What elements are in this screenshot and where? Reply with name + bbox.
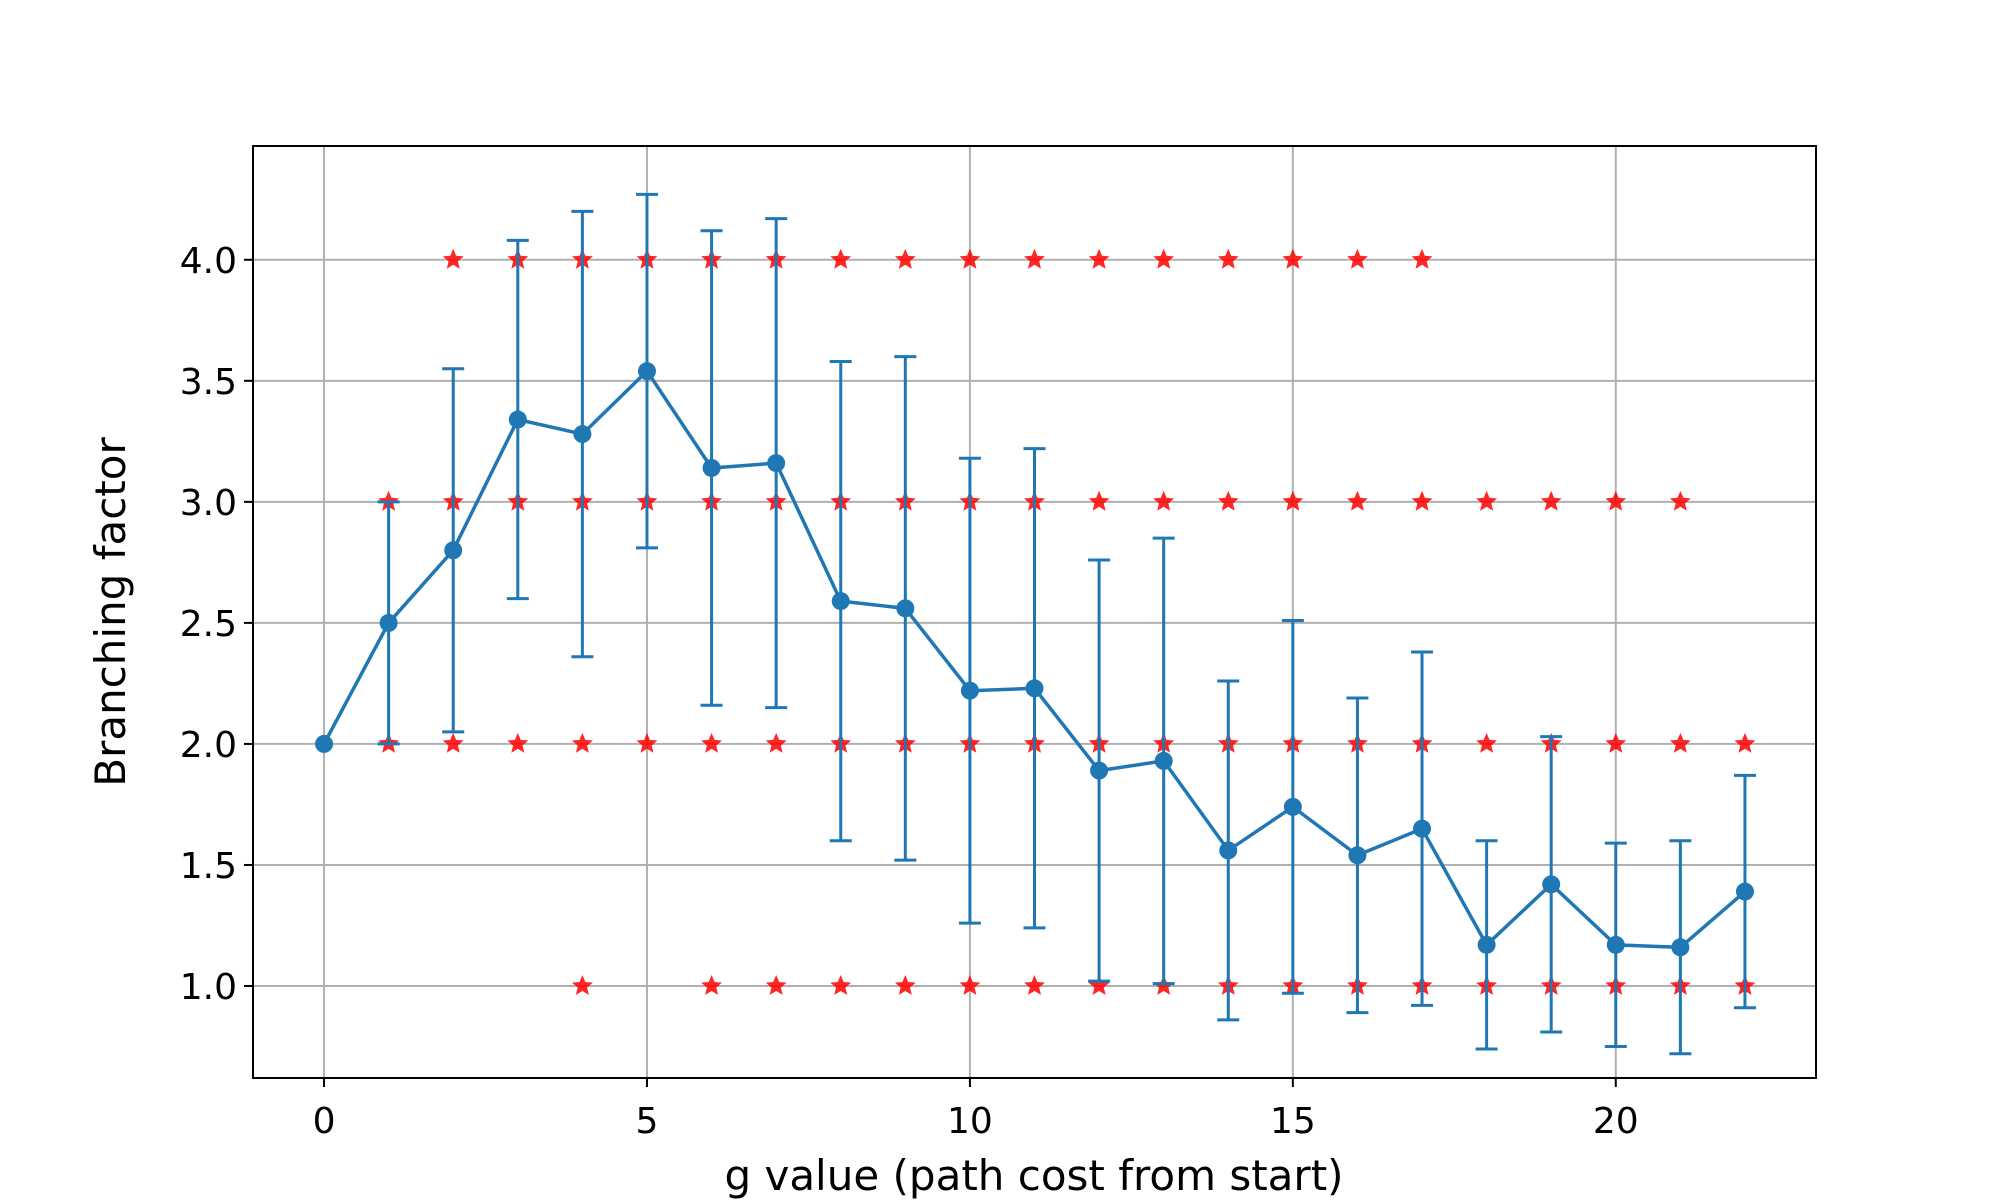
mean-point [1606, 935, 1625, 954]
sample-star [830, 248, 852, 269]
y-tick-label: 4.0 [180, 241, 237, 282]
mean-point [1477, 935, 1496, 954]
mean-point [1671, 938, 1690, 957]
mean-point [379, 613, 398, 632]
x-tick-label: 15 [1270, 1101, 1316, 1142]
sample-star [1734, 732, 1756, 753]
mean-point [508, 410, 527, 429]
sample-star [1217, 248, 1239, 269]
sample-star [571, 732, 593, 753]
sample-star [1024, 975, 1045, 995]
mean-point [1413, 819, 1432, 838]
x-tick-label: 20 [1593, 1101, 1639, 1142]
mean-point [573, 425, 592, 444]
mean-point [444, 541, 463, 560]
mean-point [1025, 679, 1044, 698]
x-tick-label: 10 [947, 1101, 993, 1142]
plot-frame [252, 145, 1817, 1079]
y-tick-label: 1.0 [180, 967, 237, 1008]
x-axis-label: g value (path cost from start) [724, 1151, 1343, 1200]
sample-star [442, 248, 464, 269]
sample-star [1605, 732, 1627, 753]
sample-star [1217, 490, 1239, 511]
sample-star [1088, 975, 1110, 995]
sample-star [1282, 248, 1304, 269]
x-axis-ticks: 0 5 10 15 20 [313, 1078, 1639, 1142]
mean-point [831, 592, 850, 611]
mean-point [315, 734, 334, 753]
sample-star [1153, 490, 1175, 511]
y-tick-label: 3.0 [180, 483, 237, 524]
sample-star [1347, 248, 1368, 269]
y-tick-label: 2.5 [180, 604, 237, 645]
sample-star [701, 732, 722, 753]
mean-point [1542, 875, 1561, 894]
sample-star [1024, 248, 1045, 269]
y-tick-label: 1.5 [180, 846, 237, 887]
sample-star [1669, 490, 1691, 511]
sample-star [830, 975, 852, 995]
sample-star [1476, 490, 1498, 511]
mean-point [767, 454, 786, 473]
x-tick-label: 0 [313, 1101, 336, 1142]
mean-point [637, 362, 656, 381]
sample-star [1153, 248, 1175, 269]
sample-star [1669, 732, 1691, 753]
sample-star [1411, 490, 1433, 511]
sample-star [1347, 490, 1368, 511]
sample-star [1411, 248, 1433, 269]
mean-point [702, 458, 721, 477]
mean-point [1348, 846, 1367, 865]
y-tick-label: 3.5 [180, 362, 237, 403]
mean-point [1090, 761, 1109, 780]
sample-star [1282, 490, 1304, 511]
sample-star [507, 732, 529, 753]
sample-star [1088, 248, 1110, 269]
y-axis-label: Branching factor [86, 437, 135, 787]
sample-star [701, 975, 722, 995]
mean-point [1735, 882, 1754, 901]
sample-star [571, 975, 593, 995]
mean-points [315, 362, 1754, 957]
sample-star [442, 732, 464, 753]
y-tick-label: 2.0 [180, 725, 237, 766]
x-tick-label: 5 [636, 1101, 659, 1142]
sample-star [1476, 732, 1498, 753]
sample-star [1540, 490, 1562, 511]
sample-star [636, 732, 658, 753]
mean-point [1219, 841, 1238, 860]
sample-star [1605, 490, 1627, 511]
mean-point [896, 599, 915, 618]
sample-star [894, 248, 916, 269]
sample-star [765, 732, 787, 753]
sample-star [959, 975, 981, 995]
sample-star [894, 975, 916, 995]
mean-point [1154, 751, 1173, 770]
sample-star [765, 975, 787, 995]
mean-point [960, 681, 979, 700]
y-axis-ticks: 1.0 1.5 2.0 2.5 3.0 3.5 4.0 [180, 241, 253, 1008]
sample-star [1088, 490, 1110, 511]
mean-point [1283, 797, 1302, 816]
sample-star [959, 248, 981, 269]
